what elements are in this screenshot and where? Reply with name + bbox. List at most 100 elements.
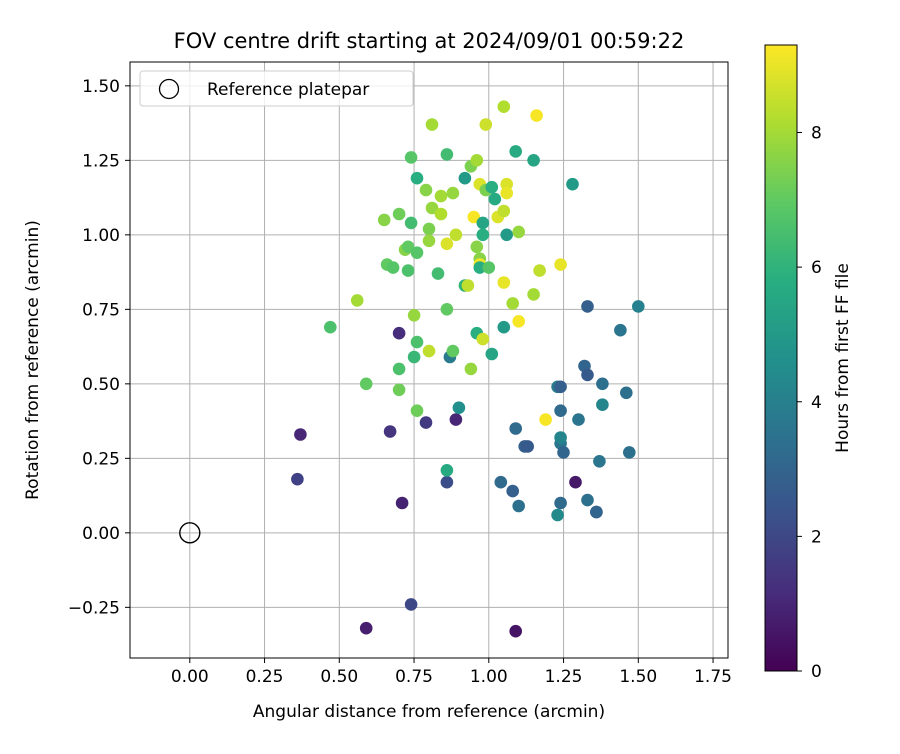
data-point	[392, 383, 406, 397]
x-tick-label: 1.00	[470, 667, 508, 687]
legend: Reference platepar	[139, 70, 414, 107]
y-tick-label: 0.75	[82, 300, 120, 320]
data-point	[485, 347, 499, 361]
data-point	[554, 404, 567, 418]
x-tick-label: 0.00	[171, 667, 209, 687]
x-tick-label: 1.75	[694, 667, 732, 687]
data-point	[407, 309, 421, 322]
data-point	[294, 428, 307, 441]
data-point	[497, 320, 511, 334]
data-point	[620, 386, 633, 400]
data-points	[291, 100, 645, 638]
colorbar: 0 2 4 6 8 Hours from first FF file	[764, 44, 853, 682]
y-tick-label: 1.25	[82, 151, 120, 171]
data-point	[434, 189, 448, 203]
data-point	[590, 505, 603, 519]
legend-marker-reference	[158, 78, 180, 100]
data-point	[509, 145, 522, 158]
legend-label-reference: Reference platepar	[207, 80, 369, 100]
data-point	[291, 472, 304, 486]
data-point	[500, 186, 513, 200]
data-point	[467, 210, 481, 224]
data-point	[392, 362, 406, 376]
data-point	[404, 598, 418, 611]
plot-frame	[129, 61, 729, 659]
data-point	[512, 315, 525, 328]
x-axis-ticks: 0.00 0.25 0.50 0.75 1.00 1.25 1.50 1.75	[171, 658, 732, 687]
data-point	[461, 279, 475, 292]
data-point	[497, 276, 511, 289]
x-tick-label: 0.25	[246, 667, 284, 687]
data-point	[596, 377, 609, 391]
data-point	[401, 240, 415, 254]
colorbar-tick-label: 2	[811, 527, 822, 547]
data-point	[527, 288, 540, 301]
data-point	[539, 413, 552, 426]
y-axis-label: Rotation from reference (arcmin)	[23, 220, 43, 500]
reference-platepar-marker	[179, 522, 201, 544]
data-point	[554, 496, 567, 510]
data-point	[512, 499, 525, 513]
data-point	[581, 368, 594, 382]
data-point	[554, 258, 567, 271]
y-tick-label: 1.50	[82, 77, 120, 97]
data-point	[500, 228, 513, 242]
data-point	[623, 446, 636, 459]
data-point	[488, 192, 502, 206]
data-point	[377, 213, 391, 227]
data-point	[404, 216, 418, 230]
data-point	[407, 350, 421, 364]
data-point	[383, 425, 397, 438]
data-point	[506, 484, 519, 498]
data-point	[410, 335, 424, 349]
grid	[130, 62, 728, 658]
data-point	[434, 207, 448, 221]
colorbar-gradient	[764, 44, 798, 672]
data-point	[422, 234, 436, 248]
y-tick-label: 1.00	[82, 226, 120, 246]
data-point	[476, 332, 490, 346]
y-tick-label: 0.00	[82, 524, 120, 544]
data-point	[581, 493, 594, 507]
x-tick-label: 1.25	[545, 667, 583, 687]
data-point	[470, 240, 484, 254]
y-tick-label: −0.25	[68, 598, 120, 618]
data-point	[509, 624, 522, 638]
data-point	[497, 100, 511, 113]
data-point	[419, 183, 433, 197]
data-point	[530, 109, 543, 122]
data-point	[401, 264, 415, 277]
x-axis-label: Angular distance from reference (arcmin)	[253, 702, 605, 722]
data-point	[554, 380, 567, 394]
legend-box	[139, 70, 414, 107]
chart-title: FOV centre drift starting at 2024/09/01 …	[174, 29, 685, 53]
x-tick-label: 0.50	[320, 667, 358, 687]
data-point	[446, 344, 460, 358]
data-point	[569, 475, 582, 489]
data-point	[476, 216, 490, 230]
data-point	[458, 171, 472, 185]
data-point	[386, 261, 400, 274]
colorbar-tick-label: 0	[811, 662, 822, 682]
data-point	[431, 267, 445, 280]
data-point	[350, 294, 364, 307]
data-point	[500, 177, 513, 191]
data-point	[521, 440, 534, 453]
y-tick-label: 0.50	[82, 375, 120, 395]
data-point	[494, 475, 508, 489]
data-point	[410, 404, 424, 418]
data-point	[410, 171, 424, 185]
data-point	[392, 326, 406, 340]
data-point	[527, 154, 540, 167]
data-point	[566, 177, 579, 191]
data-point	[476, 228, 490, 242]
data-point	[359, 377, 373, 391]
data-point	[554, 431, 567, 444]
y-tick-label: 0.25	[82, 449, 120, 469]
data-point	[512, 225, 525, 239]
data-point	[440, 475, 454, 489]
data-point	[506, 297, 519, 310]
data-point	[452, 401, 466, 415]
data-point	[593, 455, 606, 468]
